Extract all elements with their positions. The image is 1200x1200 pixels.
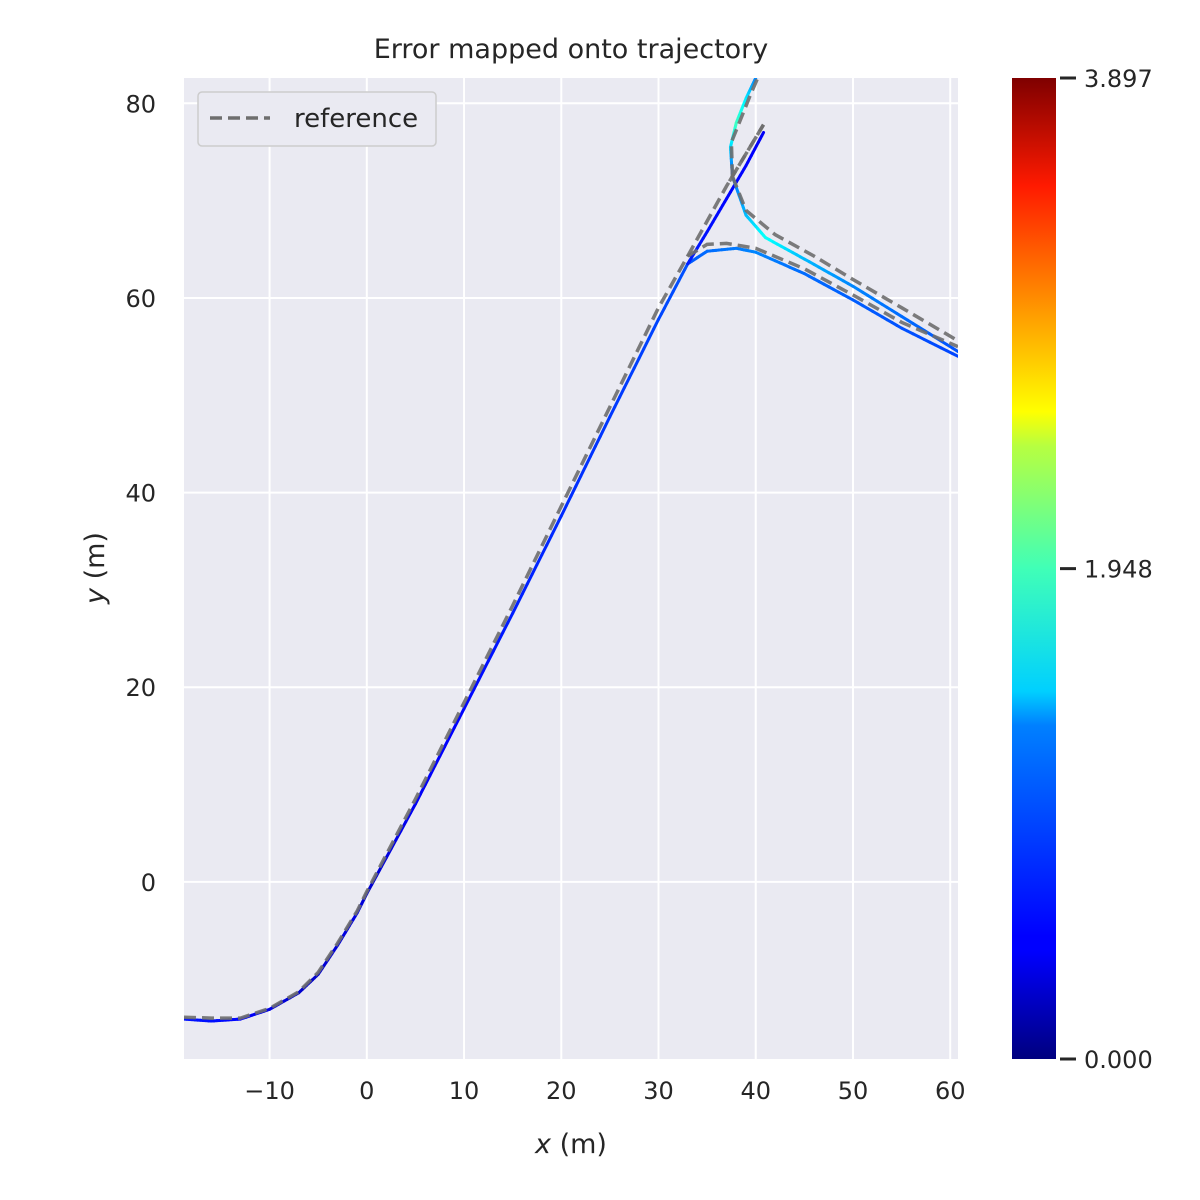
grid-lines <box>184 78 958 1059</box>
trajectory-segment <box>438 745 447 758</box>
trajectory-segment <box>613 395 622 409</box>
trajectory-segment <box>404 811 413 824</box>
trajectory-segment <box>760 131 766 138</box>
reference-series <box>184 78 958 1020</box>
trajectory-segment <box>477 668 485 682</box>
trajectory-segment <box>472 678 481 692</box>
plot-area <box>184 78 958 1059</box>
trajectory-segment <box>525 572 534 586</box>
reference-line <box>729 78 760 177</box>
trajectory-segment <box>642 337 651 351</box>
trajectory-segment <box>554 514 563 528</box>
trajectory-segment <box>481 659 490 672</box>
y-tick-labels: 0 20 40 60 80 <box>125 90 156 897</box>
x-tick-label: 40 <box>740 1077 771 1105</box>
colorbar-ticks: 0.000 1.948 3.897 <box>1060 65 1153 1074</box>
trajectory-segment <box>462 697 471 711</box>
colorbar-tick-label: 3.897 <box>1084 65 1153 93</box>
x-tick-labels: −10 0 10 20 30 40 50 60 <box>244 1077 965 1105</box>
trajectory-segment <box>413 792 422 806</box>
y-tick-label: 80 <box>125 90 156 118</box>
trajectory-segment <box>443 735 451 749</box>
trajectory-segment <box>486 649 495 663</box>
trajectory-segment <box>501 621 510 634</box>
y-axis-label: y (m) <box>80 532 111 605</box>
x-axis-label: x (m) <box>534 1129 607 1160</box>
trajectory-segment <box>593 435 602 448</box>
trajectory-segment <box>950 346 958 353</box>
colorbar: 0.000 1.948 3.897 <box>1012 65 1153 1074</box>
trajectory-segment <box>516 592 524 606</box>
trajectory-segment <box>433 754 442 768</box>
x-tick-label: 50 <box>838 1077 869 1105</box>
trajectory-segment <box>506 611 515 625</box>
trajectory-segment <box>428 764 437 777</box>
y-tick-label: 40 <box>125 480 156 508</box>
reference-line <box>184 241 958 1020</box>
trajectory-segment <box>608 405 617 419</box>
reference-line <box>730 175 958 343</box>
trajectory-segment <box>550 524 558 537</box>
trajectory-segment <box>535 553 544 567</box>
trajectory-segment <box>530 563 539 576</box>
trajectory-segment <box>622 376 631 389</box>
trajectory-segment <box>598 425 607 439</box>
trajectory-segment <box>447 726 456 739</box>
trajectory-segment <box>574 474 583 488</box>
trajectory-segment <box>603 415 612 429</box>
y-tick-label: 60 <box>125 285 156 313</box>
trajectory-segment <box>652 317 661 331</box>
legend: reference <box>197 91 437 147</box>
trajectory-segment <box>399 820 408 833</box>
x-tick-label: 10 <box>449 1077 480 1105</box>
trajectory-segment <box>632 356 641 370</box>
trajectory-segment <box>588 444 597 458</box>
trajectory-segment <box>584 454 592 468</box>
trajectory-segment <box>627 366 636 380</box>
y-tick-label: 20 <box>125 674 156 702</box>
x-tick-label: 0 <box>359 1077 374 1105</box>
colorbar-tick-label: 0.000 <box>1084 1046 1153 1074</box>
trajectory-segment <box>457 707 466 720</box>
trajectory-segment <box>423 773 432 787</box>
trajectory-segment <box>452 716 461 730</box>
trajectory-segment <box>569 484 578 498</box>
trajectory-segment <box>496 630 505 644</box>
trajectory-segment <box>753 78 758 82</box>
colorbar-tick-label: 1.948 <box>1084 556 1153 584</box>
trajectory-segment <box>394 829 403 842</box>
trajectory-segment <box>647 327 656 341</box>
chart-title: Error mapped onto trajectory <box>374 34 769 65</box>
x-tick-label: 60 <box>935 1077 966 1105</box>
trajectory-segment <box>467 688 476 701</box>
x-tick-label: 20 <box>546 1077 577 1105</box>
trajectory-segment <box>545 533 554 547</box>
trajectory-segment <box>559 504 568 518</box>
legend-reference-label: reference <box>294 104 418 134</box>
trajectory-segment <box>950 352 958 358</box>
colorbar-gradient <box>1012 78 1056 1059</box>
trajectory-segment <box>418 783 427 796</box>
trajectory-segment <box>618 385 626 399</box>
trajectory-segment <box>511 602 520 615</box>
trajectory-segment <box>491 640 500 653</box>
trajectory-segment <box>520 582 529 596</box>
trajectory-segment <box>637 347 646 360</box>
trajectory-segment <box>579 464 588 478</box>
x-tick-label: 30 <box>643 1077 674 1105</box>
x-tick-label: −10 <box>244 1077 295 1105</box>
y-tick-label: 0 <box>141 869 156 897</box>
trajectory-segment <box>564 494 573 508</box>
trajectory-segment <box>540 543 549 557</box>
trajectory-segment <box>409 802 417 815</box>
legend-box <box>197 91 437 147</box>
